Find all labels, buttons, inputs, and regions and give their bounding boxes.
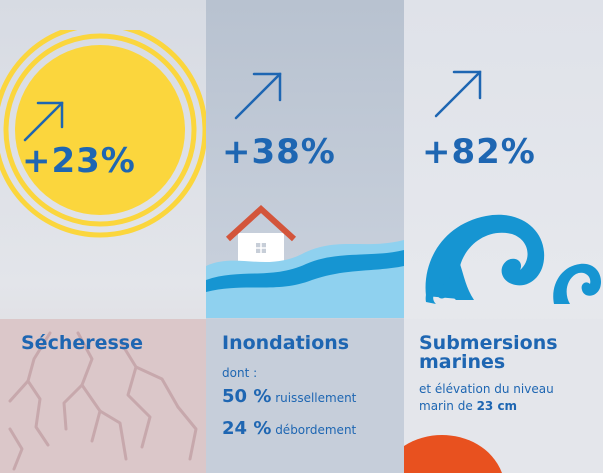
arrow-up-right-icon: [434, 70, 482, 118]
runoff-value: 50 %: [222, 386, 272, 407]
flood-lower-panel: [206, 319, 404, 473]
overflow-label: débordement: [275, 423, 357, 437]
submersion-desc-prefix: marin de: [419, 399, 473, 413]
submersion-desc-value: 23 cm: [476, 399, 518, 413]
submersion-desc-line1: et élévation du niveau: [419, 382, 554, 396]
overflow-value: 24 %: [222, 418, 272, 439]
flood-percent: +38%: [222, 132, 336, 172]
runoff-line: 50 % ruissellement: [222, 386, 356, 407]
flood-dont: dont :: [222, 366, 258, 380]
flood-wave-icon: [206, 240, 404, 318]
flood-title: Inondations: [222, 332, 350, 354]
flood-panel: +38% Inondations dont : 50 % ruisselleme…: [206, 0, 404, 473]
submersion-title-line2: marines: [419, 351, 506, 373]
drought-lower-panel: [0, 319, 206, 473]
overflow-line: 24 % débordement: [222, 418, 356, 439]
drought-panel: +23% Sécheresse: [0, 0, 206, 473]
arrow-up-right-icon: [234, 72, 282, 120]
submersion-desc-line2: marin de 23 cm: [419, 399, 517, 413]
ocean-wave-icon: [425, 214, 602, 304]
arrow-up-right-icon: [23, 101, 64, 142]
cracked-ground-icon: [8, 331, 198, 471]
runoff-label: ruissellement: [275, 391, 357, 405]
submersion-panel: +82% Submersions marines et élévation du…: [404, 0, 603, 473]
drought-percent: +23%: [22, 141, 136, 181]
submersion-percent: +82%: [422, 132, 536, 172]
submersion-title-line1: Submersions: [419, 332, 558, 354]
drought-title: Sécheresse: [21, 332, 144, 354]
sun-icon: [0, 30, 206, 238]
orange-circle: [404, 435, 502, 473]
